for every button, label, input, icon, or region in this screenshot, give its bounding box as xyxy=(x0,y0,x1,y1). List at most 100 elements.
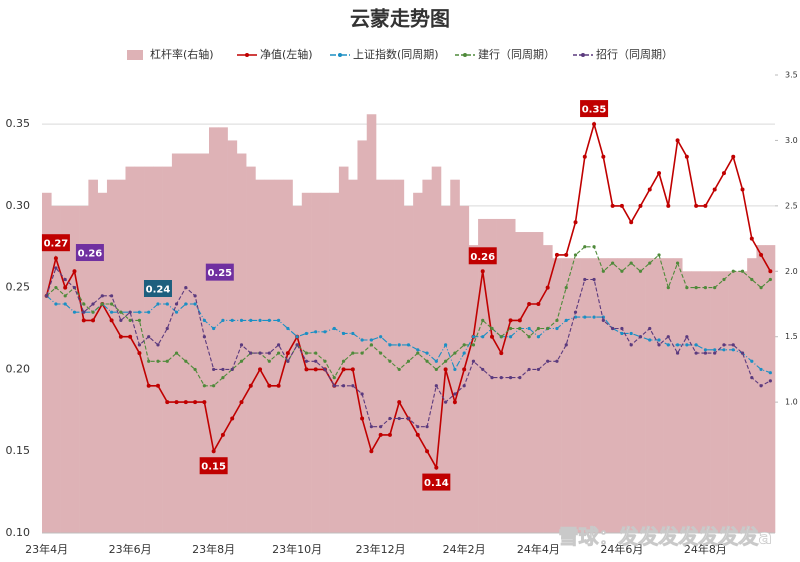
legend-label: 杠杆率(右轴) xyxy=(150,47,214,61)
point xyxy=(323,367,327,372)
point xyxy=(277,351,281,355)
point xyxy=(601,154,606,159)
legend-label: 招行（同周期） xyxy=(596,47,673,61)
point xyxy=(128,310,132,314)
bar xyxy=(617,258,627,533)
point xyxy=(629,261,633,265)
point xyxy=(212,367,216,372)
point xyxy=(267,318,271,322)
bar xyxy=(496,218,507,533)
point xyxy=(350,367,355,372)
bar xyxy=(153,166,163,533)
point xyxy=(750,376,754,380)
point xyxy=(230,416,235,421)
point xyxy=(137,351,142,356)
point xyxy=(573,315,578,319)
point xyxy=(341,359,346,363)
point xyxy=(675,138,680,143)
point xyxy=(304,359,309,363)
bar xyxy=(125,166,136,533)
point xyxy=(193,294,197,298)
bar xyxy=(51,205,61,533)
point xyxy=(425,425,429,429)
point xyxy=(471,335,476,339)
point xyxy=(118,334,123,339)
point xyxy=(220,432,225,437)
point xyxy=(165,359,169,363)
legend-label: 净值(左轴) xyxy=(260,47,313,61)
bar xyxy=(181,153,191,533)
value-label-box xyxy=(580,100,609,118)
legend-marker xyxy=(338,53,342,57)
point xyxy=(54,302,58,306)
point xyxy=(434,384,438,388)
point xyxy=(137,310,142,314)
point xyxy=(759,367,763,372)
point xyxy=(620,326,624,331)
bar xyxy=(505,218,516,533)
point xyxy=(156,343,160,347)
bar xyxy=(589,258,600,533)
point xyxy=(443,367,448,372)
point xyxy=(434,359,438,363)
point xyxy=(564,286,568,290)
point xyxy=(184,286,188,290)
point xyxy=(128,334,133,339)
point xyxy=(285,351,290,356)
point xyxy=(573,220,578,225)
point xyxy=(527,335,531,339)
point xyxy=(657,343,661,347)
value-label: 0.25 xyxy=(207,268,232,279)
point xyxy=(184,359,188,363)
point xyxy=(712,187,717,192)
bar xyxy=(60,205,71,533)
point xyxy=(406,343,411,347)
point xyxy=(619,203,624,208)
point xyxy=(249,351,253,355)
point xyxy=(759,252,764,257)
point xyxy=(759,286,763,290)
point xyxy=(684,154,689,159)
y-tick-label: 0.25 xyxy=(6,281,31,294)
value-label-box xyxy=(75,244,104,262)
point xyxy=(527,326,531,331)
point xyxy=(258,367,263,372)
bar xyxy=(561,258,572,533)
bar xyxy=(756,245,767,533)
point xyxy=(202,318,206,322)
bar xyxy=(645,258,655,533)
point xyxy=(703,203,708,208)
point xyxy=(713,348,717,352)
bar xyxy=(598,258,609,533)
x-tick-label: 23年4月 xyxy=(25,542,68,556)
y2-tick-label: 2.0 xyxy=(785,267,798,276)
bar xyxy=(255,179,265,533)
point xyxy=(314,330,318,334)
point xyxy=(675,261,680,265)
bar xyxy=(171,153,182,533)
point xyxy=(610,203,615,208)
bar xyxy=(366,114,377,533)
bar xyxy=(635,258,646,533)
value-label-box xyxy=(422,473,451,491)
value-label: 0.27 xyxy=(44,239,69,250)
bar xyxy=(357,140,368,533)
point xyxy=(434,465,439,470)
bar xyxy=(431,166,442,533)
point xyxy=(286,359,290,363)
point xyxy=(452,400,457,405)
point xyxy=(295,335,299,339)
point xyxy=(564,318,568,322)
point xyxy=(174,400,179,405)
bar xyxy=(533,232,544,533)
point xyxy=(248,383,253,388)
legend-label: 建行（同周期） xyxy=(478,47,555,61)
point xyxy=(722,343,726,347)
point xyxy=(230,318,234,322)
point xyxy=(666,335,670,339)
bar xyxy=(116,179,126,533)
point xyxy=(490,376,494,380)
y-tick-label: 0.10 xyxy=(6,526,31,539)
point xyxy=(53,256,58,261)
